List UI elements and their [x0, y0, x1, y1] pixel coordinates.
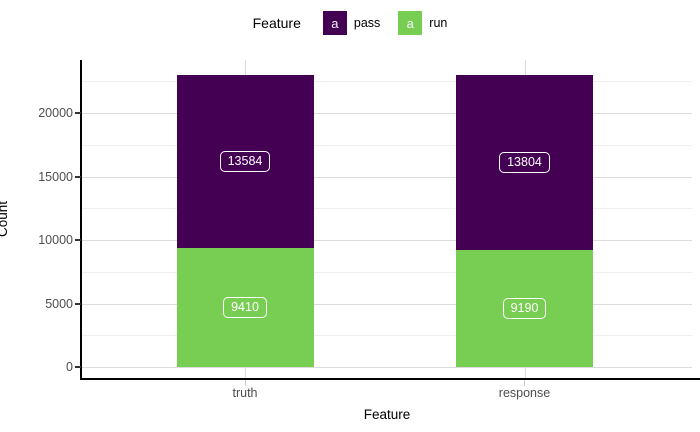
- gridline-major: [82, 176, 692, 178]
- y-axis-tick-label: 20000: [38, 106, 73, 121]
- legend-item-run: a run: [398, 11, 447, 35]
- x-axis-line: [80, 378, 700, 380]
- y-axis-tick-label: 5000: [45, 296, 73, 311]
- y-axis-tick-label: 15000: [38, 169, 73, 184]
- legend-item-label: pass: [353, 16, 381, 30]
- y-axis-line: [80, 60, 82, 380]
- gridline-minor: [82, 335, 692, 337]
- x-axis-tick: [244, 380, 246, 386]
- value-label-truth-pass: 13584: [219, 150, 271, 172]
- gridline-minor: [82, 144, 692, 146]
- y-axis-tick-label: 0: [66, 360, 73, 374]
- gridline-minor: [82, 208, 692, 210]
- bar-segment-response-pass: 13804: [456, 75, 593, 251]
- x-axis-tick-label: response: [498, 386, 551, 400]
- legend-item-label: run: [429, 16, 448, 30]
- y-axis-tick: [75, 112, 81, 115]
- bar-segment-truth-pass: 13584: [176, 75, 314, 248]
- y-axis-tick: [75, 239, 81, 241]
- plot-panel: 9410 13584 9190 13804: [82, 60, 692, 378]
- gridline-minor: [82, 271, 692, 273]
- bar-segment-truth-run: 9410: [176, 247, 314, 367]
- y-axis-tick: [75, 175, 81, 178]
- y-axis-tick-label: 10000: [38, 233, 73, 247]
- x-axis-tick-label: truth: [232, 386, 258, 400]
- value-label-truth-run: 9410: [223, 296, 267, 318]
- legend-key-pass: a: [322, 11, 347, 35]
- y-axis-tick: [75, 302, 81, 305]
- legend-title: Feature: [252, 15, 301, 31]
- gridline-major: [82, 240, 692, 241]
- value-label-response-run: 9190: [502, 298, 547, 320]
- x-axis-tick: [524, 380, 525, 386]
- bar-segment-response-run: 9190: [456, 250, 593, 367]
- legend: Feature a pass a run: [0, 8, 700, 38]
- gridline-major: [82, 367, 692, 368]
- y-axis-tick: [75, 366, 81, 368]
- legend-item-pass: a pass: [322, 11, 381, 35]
- gridline-minor: [82, 81, 692, 83]
- gridline-major: [82, 303, 692, 305]
- gridline-major: [82, 113, 692, 115]
- x-axis-title: Feature: [363, 407, 411, 422]
- value-label-response-pass: 13804: [499, 152, 550, 174]
- legend-key-run: a: [398, 11, 423, 35]
